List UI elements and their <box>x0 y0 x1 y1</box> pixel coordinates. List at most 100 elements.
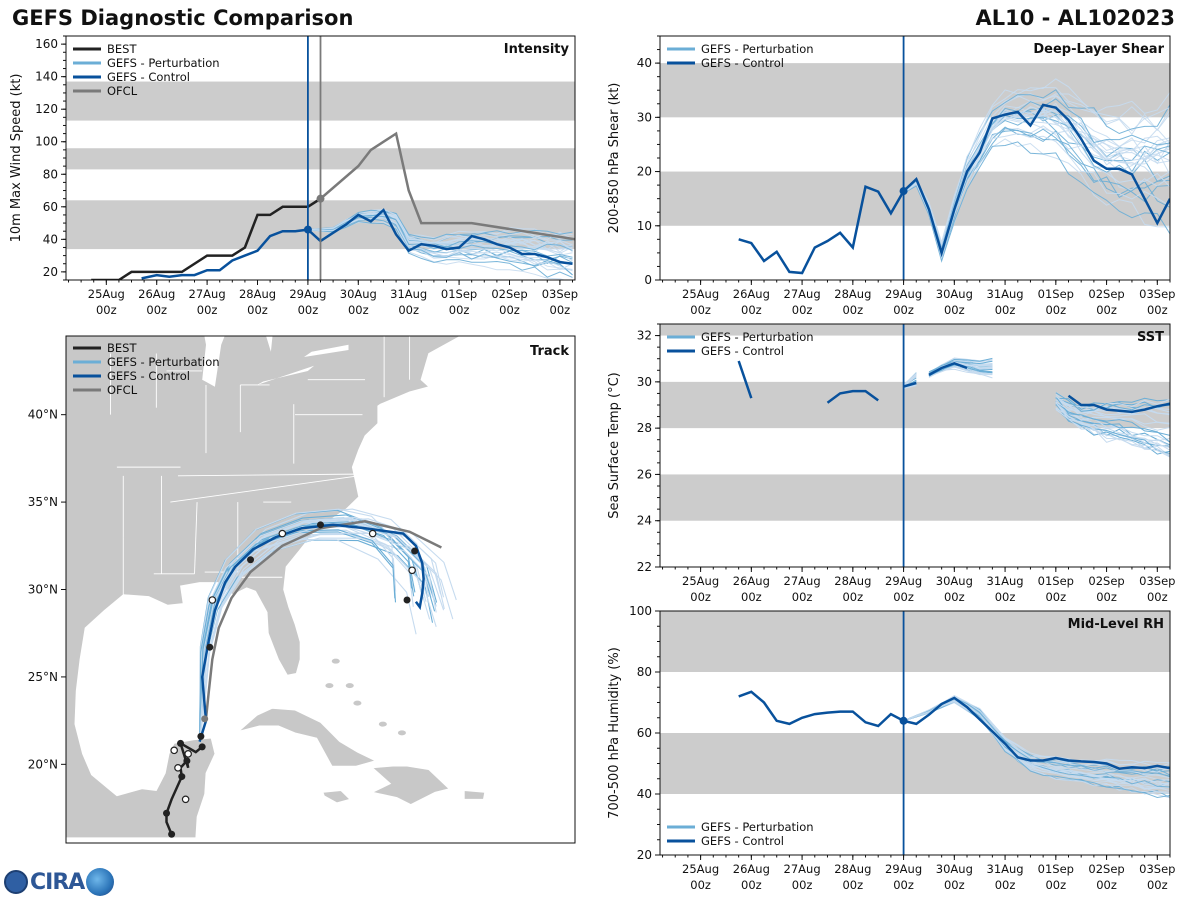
track-best-point <box>168 830 176 838</box>
track-legend-label: BEST <box>107 341 137 355</box>
intensity-xtick-label-hour: 00z <box>550 303 571 317</box>
intensity-xtick-label-date: 03Sep <box>542 287 578 301</box>
shear-control-init-marker <box>899 187 908 196</box>
sst-perturbation-member <box>1055 402 1170 451</box>
track-title: Track <box>530 344 569 359</box>
sst-xtick-label-date: 31Aug <box>987 574 1024 588</box>
intensity-ytick-label: 40 <box>43 232 58 246</box>
track-lat-label: 35°N <box>28 495 58 509</box>
track-control-point <box>411 547 419 555</box>
sst-xtick-label-date: 03Sep <box>1139 574 1175 588</box>
rh-panel: 20 40 60 80 100 25Aug 00z 26Aug 00z 27Aug 00z 28Aug… <box>607 604 1175 892</box>
intensity-best-line <box>91 197 322 280</box>
track-control-line <box>198 523 425 742</box>
intensity-legend-label: BEST <box>107 42 137 56</box>
intensity-legend-label: GEFS - Control <box>107 70 190 84</box>
shear-xtick-label-hour: 00z <box>893 303 914 317</box>
rh-xtick-label-hour: 00z <box>944 878 965 892</box>
sst-xtick-label-date: 27Aug <box>784 574 821 588</box>
sst-perturbation-member <box>1055 401 1170 443</box>
intensity-xtick-label-hour: 00z <box>449 303 470 317</box>
land-puerto-rico <box>463 790 486 800</box>
intensity-xtick-label-hour: 00z <box>348 303 369 317</box>
shear-plot-area <box>660 36 1170 280</box>
sst-xtick-label-hour: 00z <box>842 590 863 604</box>
shear-xtick-label-date: 26Aug <box>733 287 770 301</box>
rh-ytick-label: 40 <box>637 787 652 801</box>
intensity-xtick-label-hour: 00z <box>298 303 319 317</box>
intensity-ytick-label: 160 <box>35 37 58 51</box>
land-bahamas-island <box>331 658 340 664</box>
intensity-xtick-label-date: 30Aug <box>340 287 377 301</box>
sst-xtick-label-date: 01Sep <box>1038 574 1074 588</box>
track-best-open-point <box>174 764 182 772</box>
rh-ytick-label: 80 <box>637 665 652 679</box>
sst-xtick-label-date: 26Aug <box>733 574 770 588</box>
sst-legend-label: GEFS - Perturbation <box>701 330 814 344</box>
sst-band-0 <box>660 474 1170 521</box>
sst-perturbation-member <box>1055 397 1170 408</box>
track-ofcl-line <box>204 520 442 720</box>
sst-control-line <box>1067 394 1170 414</box>
rh-control-init-marker <box>899 716 908 725</box>
shear-perturbation-member <box>903 141 1170 263</box>
sst-perturbation-member <box>1055 404 1170 446</box>
rh-xtick-label-hour: 00z <box>1147 878 1168 892</box>
storm-id: AL10 - AL102023 <box>975 6 1176 30</box>
rh-ytick-label: 100 <box>629 604 652 618</box>
sst-xtick-label-hour: 00z <box>690 590 711 604</box>
rh-band-1 <box>660 611 1170 672</box>
shear-xtick-label-date: 30Aug <box>936 287 973 301</box>
shear-xtick-label-date: 01Sep <box>1038 287 1074 301</box>
rh-legend-label: GEFS - Control <box>701 834 784 848</box>
shear-xtick-label-hour: 00z <box>842 303 863 317</box>
rh-xtick-label-date: 25Aug <box>682 862 719 876</box>
land-bahamas-island <box>378 721 387 727</box>
land-hispaniola <box>371 765 450 805</box>
intensity-perturbation-member <box>307 220 573 278</box>
track-best-open-point <box>181 795 190 804</box>
sst-perturbation-member <box>1055 408 1170 454</box>
shear-xtick-label-hour: 00z <box>1045 303 1066 317</box>
intensity-xtick-label-date: 26Aug <box>138 287 175 301</box>
rh-plot-area <box>660 611 1170 855</box>
sst-perturbation-member <box>1055 392 1170 412</box>
rh-title: Mid-Level RH <box>1068 617 1164 632</box>
sst-xtick-label-hour: 00z <box>792 590 813 604</box>
track-best-point <box>198 743 206 751</box>
sst-xtick-label-hour: 00z <box>1045 590 1066 604</box>
shear-xtick-label-date: 31Aug <box>987 287 1024 301</box>
shear-xtick-label-hour: 00z <box>741 303 762 317</box>
track-legend-label: GEFS - Perturbation <box>107 355 220 369</box>
sst-perturbation-member <box>1055 396 1170 436</box>
intensity-xtick-label-date: 01Sep <box>441 287 477 301</box>
sst-perturbation-member <box>903 373 917 387</box>
sst-xtick-label-hour: 00z <box>741 590 762 604</box>
sst-panel: 22 24 26 28 30 32 25Aug 00z 26Aug 00z 27Aug 00z 28Au… <box>607 323 1175 604</box>
sst-perturbation-member <box>928 360 993 374</box>
intensity-plot-area <box>66 36 575 280</box>
great-lake <box>202 336 225 387</box>
shear-legend-label: GEFS - Control <box>701 56 784 70</box>
rh-xtick-label-hour: 00z <box>690 878 711 892</box>
intensity-perturbation-member <box>307 217 573 276</box>
sst-xtick-label-date: 30Aug <box>936 574 973 588</box>
state-border <box>194 502 198 574</box>
land-bahamas-island <box>325 683 334 689</box>
land-bahamas-island <box>397 730 406 736</box>
track-control-point <box>317 521 324 529</box>
rh-ytick-label: 60 <box>637 726 652 740</box>
shear-xtick-label-date: 03Sep <box>1139 287 1175 301</box>
sst-plot-area <box>660 324 1170 567</box>
track-best-open-point <box>184 750 192 758</box>
cira-globe-icon <box>4 870 28 894</box>
track-lat-label: 40°N <box>28 408 58 422</box>
track-best-point <box>177 739 185 747</box>
cira-logo: CIRA <box>4 866 115 898</box>
great-lake <box>304 344 349 357</box>
shear-xtick-label-hour: 00z <box>944 303 965 317</box>
shear-xtick-label-hour: 00z <box>995 303 1016 317</box>
land-cuba <box>238 707 377 767</box>
rh-xtick-label-hour: 00z <box>995 878 1016 892</box>
